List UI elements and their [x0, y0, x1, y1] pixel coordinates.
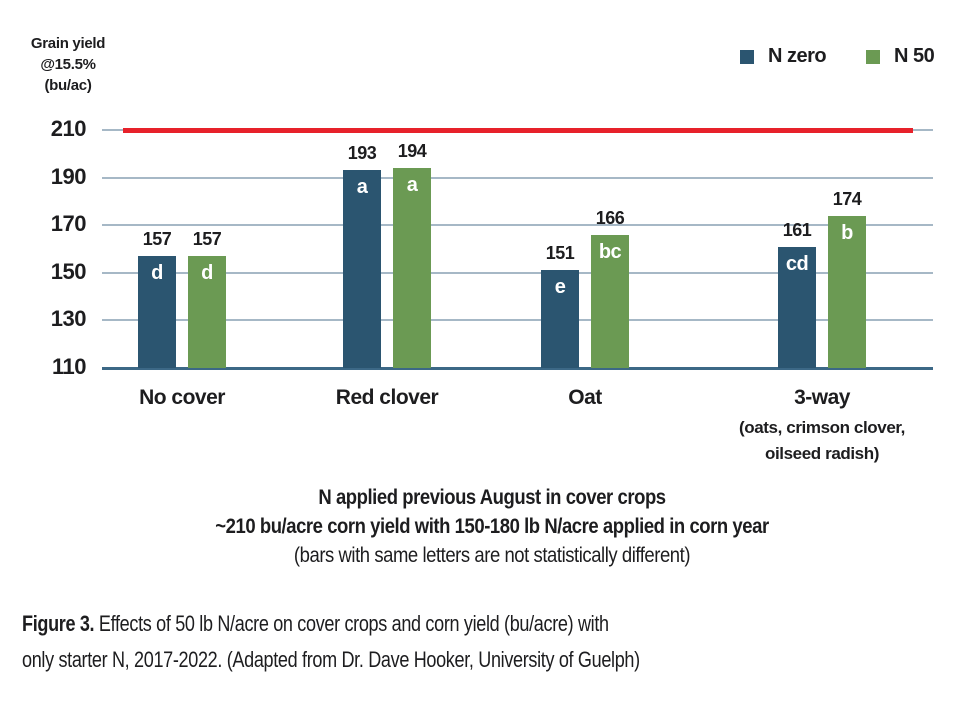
gridline	[102, 271, 933, 274]
category-label-no-cover: No cover	[139, 386, 225, 409]
bar-value-label-n-50-red-clover: 194	[397, 141, 427, 162]
y-tick-label: 130	[50, 306, 87, 332]
bar-letter-label-n-50-no-cover: d	[201, 262, 213, 285]
bar-n-zero-oat	[541, 270, 579, 368]
gridline	[102, 319, 933, 322]
figure-caption-line-2: only starter N, 2017-2022. (Adapted from…	[22, 647, 640, 672]
y-axis-title: Grain yield @15.5% (bu/ac)	[14, 33, 122, 96]
bar-letter-label-n-zero-3-way: cd	[785, 252, 809, 275]
category-label-oat: Oat	[568, 386, 602, 409]
bar-n-50-oat	[591, 234, 629, 368]
bar-n-50-red-clover	[393, 168, 431, 368]
y-tick-label: 150	[50, 258, 87, 284]
bar-value-label-n-50-no-cover: 157	[192, 229, 222, 250]
annotation-line-1: N applied previous August in cover crops	[318, 486, 666, 509]
y-tick-label: 190	[50, 163, 87, 189]
bar-n-zero-red-clover	[343, 170, 381, 368]
bar-value-label-n-50-oat: 166	[595, 207, 625, 228]
bar-value-label-n-zero-red-clover: 193	[347, 143, 377, 164]
legend-swatch-n-50	[866, 50, 880, 64]
figure-caption-prefix: Figure 3.	[22, 611, 95, 636]
y-axis-title-line1: Grain yield	[30, 35, 106, 52]
y-tick-label: 210	[50, 116, 87, 141]
category-sublabel: (oats, crimson clover,	[739, 418, 905, 437]
bar-letter-label-n-50-3-way: b	[841, 221, 853, 244]
bar-letter-label-n-zero-no-cover: d	[151, 262, 163, 285]
y-axis-title-line2: @15.5%	[40, 56, 96, 73]
target-line	[123, 127, 913, 133]
annotation-line-3: (bars with same letters are not statisti…	[293, 544, 691, 567]
annotation-line-2: ~210 bu/acre corn yield with 150-180 lb …	[215, 515, 769, 538]
bar-value-label-n-50-3-way: 174	[832, 188, 862, 209]
bar-n-50-no-cover	[188, 256, 226, 368]
category-sublabel: oilseed radish)	[765, 444, 879, 463]
bar-letter-label-n-zero-oat: e	[554, 276, 566, 299]
y-axis-title-line3: (bu/ac)	[44, 77, 92, 94]
legend-label-n-50: N 50	[894, 45, 935, 67]
bar-value-label-n-zero-3-way: 161	[782, 219, 812, 240]
gridline	[102, 224, 933, 227]
bar-letter-label-n-50-oat: bc	[598, 240, 622, 263]
legend-swatch-n-zero	[740, 50, 754, 64]
gridline	[102, 176, 933, 179]
category-label-red-clover: Red clover	[335, 386, 439, 409]
y-tick-label: 170	[50, 211, 87, 237]
bar-value-label-n-zero-no-cover: 157	[142, 229, 172, 250]
y-tick-label: 110	[52, 354, 87, 379]
figure-caption-line-1-text: Effects of 50 lb N/acre on cover crops a…	[94, 611, 609, 636]
bar-n-50-3-way	[828, 215, 866, 368]
figure-caption: Figure 3. Effects of 50 lb N/acre on cov…	[22, 606, 760, 678]
bar-letter-label-n-zero-red-clover: a	[356, 176, 368, 199]
bar-n-zero-no-cover	[138, 256, 176, 368]
category-label-3-way: 3-way	[794, 386, 850, 409]
bar-letter-label-n-50-red-clover: a	[406, 174, 418, 197]
bar-n-zero-3-way	[778, 246, 816, 368]
bar-value-label-n-zero-oat: 151	[545, 243, 575, 264]
chart-annotation: N applied previous August in cover crops…	[109, 483, 875, 570]
legend-label-n-zero: N zero	[768, 45, 827, 67]
figure-caption-line-1: Figure 3. Effects of 50 lb N/acre on cov…	[22, 606, 760, 642]
x-axis-baseline	[102, 366, 933, 370]
